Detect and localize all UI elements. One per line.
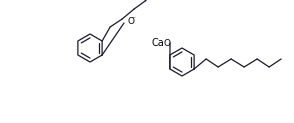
Text: Ca: Ca [152,38,165,48]
Text: ⁻: ⁻ [131,15,136,23]
Text: O: O [163,38,170,47]
Text: O: O [127,17,134,26]
